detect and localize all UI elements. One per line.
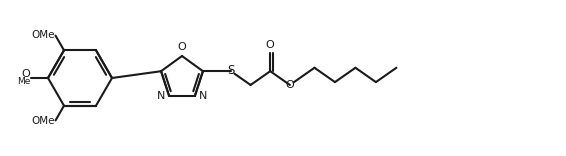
- Text: OMe: OMe: [32, 30, 55, 40]
- Text: O: O: [285, 80, 294, 90]
- Text: O: O: [266, 40, 275, 50]
- Text: OMe: OMe: [32, 116, 55, 126]
- Text: N: N: [157, 91, 166, 101]
- Text: O: O: [22, 69, 30, 79]
- Text: N: N: [199, 91, 207, 101]
- Text: S: S: [227, 64, 235, 77]
- Text: O: O: [178, 42, 186, 53]
- Text: Me: Me: [16, 78, 30, 86]
